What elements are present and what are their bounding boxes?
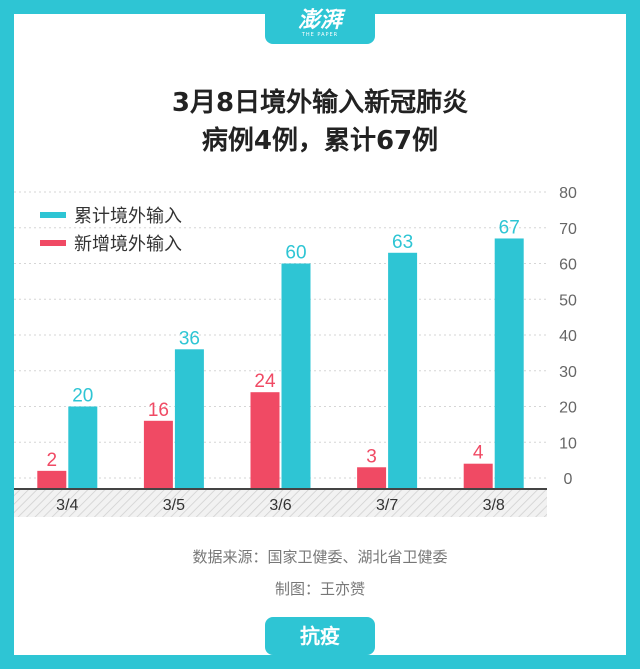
y-tick-label: 20 [559, 400, 577, 417]
chart-credit: 制图：王亦赟 [274, 580, 365, 598]
x-tick-label: 3/6 [269, 497, 291, 514]
data-label-new: 4 [473, 443, 484, 464]
y-tick-label: 30 [559, 364, 577, 381]
bar-cumulative-3/4 [68, 406, 98, 489]
x-axis-band [14, 489, 547, 517]
legend-label: 新增境外输入 [74, 234, 182, 255]
y-tick-label: 60 [559, 257, 577, 274]
x-tick-label: 3/8 [483, 497, 505, 514]
bar-cumulative-3/7 [388, 252, 418, 489]
y-tick-label: 50 [559, 292, 577, 309]
data-label-cumulative: 20 [72, 386, 93, 407]
bar-cumulative-3/6 [281, 263, 311, 489]
y-tick-label: 40 [559, 328, 577, 345]
title-line-2: 病例4例，累计67例 [201, 126, 439, 156]
data-label-new: 24 [254, 371, 276, 392]
category-label: 抗疫 [300, 624, 340, 648]
y-tick-label: 10 [559, 435, 577, 452]
data-label-cumulative: 67 [499, 217, 520, 238]
data-label-new: 2 [47, 450, 58, 471]
legend-swatch [40, 240, 66, 246]
x-tick-label: 3/4 [56, 497, 78, 514]
title-line-1: 3月8日境外输入新冠肺炎 [171, 88, 469, 118]
logo-text: 澎湃 [297, 7, 342, 33]
y-tick-label: 70 [559, 221, 577, 238]
y-tick-label: 0 [564, 471, 573, 488]
legend-label: 累计境外输入 [74, 206, 182, 227]
x-tick-label: 3/7 [376, 497, 398, 514]
bar-new-3/7 [357, 467, 387, 489]
bar-cumulative-3/8 [494, 238, 524, 489]
legend-swatch [40, 212, 66, 218]
category-tab: 抗疫 [265, 617, 375, 655]
logo-tab: 澎湃 THE PAPER [265, 6, 375, 44]
bar-cumulative-3/5 [174, 349, 204, 489]
y-tick-label: 80 [559, 185, 577, 202]
data-label-cumulative: 60 [285, 243, 306, 264]
data-source: 数据来源：国家卫健委、湖北省卫健委 [192, 548, 448, 566]
data-label-cumulative: 63 [392, 232, 413, 253]
x-tick-label: 3/5 [163, 497, 185, 514]
bar-new-3/8 [463, 463, 493, 489]
chart-title: 3月8日境外输入新冠肺炎 病例4例，累计67例 [0, 84, 640, 160]
logo-subtext: THE PAPER [301, 32, 339, 38]
data-label-cumulative: 36 [179, 328, 200, 349]
bar-new-3/4 [37, 470, 67, 489]
bar-new-3/5 [143, 420, 173, 489]
data-label-new: 16 [148, 400, 169, 421]
data-label-new: 3 [366, 446, 377, 467]
bar-new-3/6 [250, 392, 280, 489]
